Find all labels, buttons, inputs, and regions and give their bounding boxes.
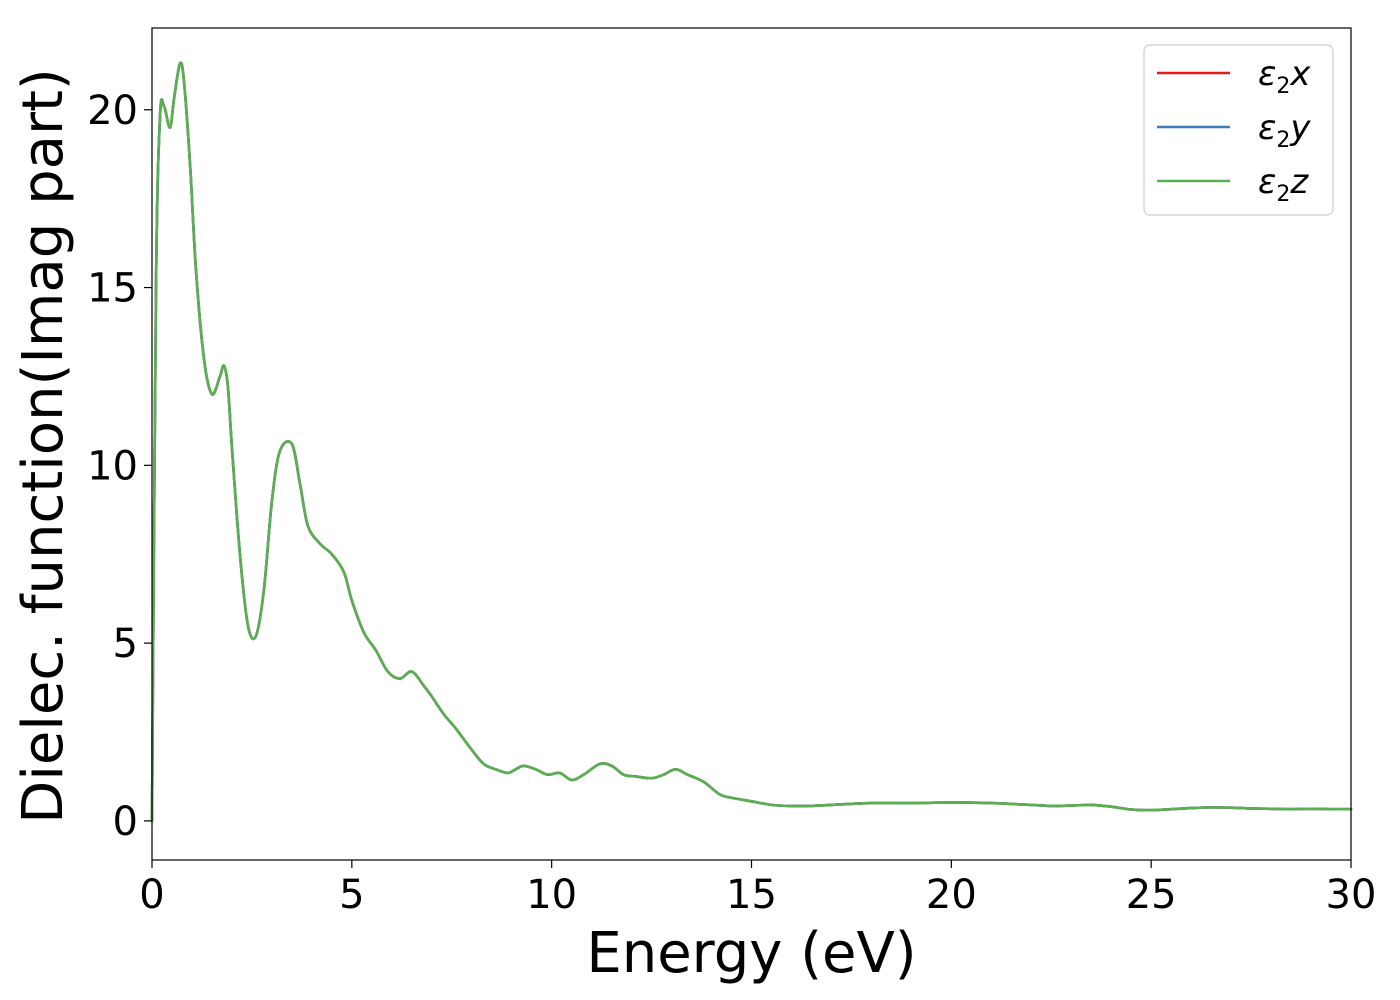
legend-box (1143, 44, 1334, 216)
legend-label-base: ε (1258, 162, 1276, 202)
y-tick-label: 5 (113, 621, 138, 667)
x-axis-label: Energy (eV) (586, 921, 916, 986)
x-tick-label: 5 (339, 872, 364, 918)
x-axis: 0 5 10 15 20 25 30 (139, 860, 1376, 918)
legend-label-subscript: 2 (1276, 74, 1290, 99)
x-tick-label: 10 (526, 872, 577, 918)
y-axis: 0 5 10 15 20 (87, 88, 152, 845)
legend-label-y: ε2y (1258, 108, 1311, 153)
x-tick-label: 0 (139, 872, 164, 918)
y-tick-label: 15 (87, 266, 138, 312)
y-tick-label: 10 (87, 443, 138, 489)
legend-label-variable: x (1289, 54, 1311, 94)
legend-label-subscript: 2 (1276, 128, 1290, 153)
legend-label-base: ε (1258, 54, 1276, 94)
series-line-z (150, 61, 1353, 823)
y-tick-label: 20 (87, 88, 138, 134)
y-axis-label: Dielec. function(Imag part) (11, 68, 76, 824)
x-tick-label: 30 (1326, 872, 1377, 918)
x-tick-label: 15 (726, 872, 777, 918)
y-tick-label: 0 (113, 799, 138, 845)
x-tick-label: 20 (926, 872, 977, 918)
legend-label-subscript: 2 (1276, 182, 1290, 207)
legend-label-variable: z (1289, 162, 1309, 202)
legend-label-variable: y (1289, 108, 1311, 148)
x-tick-label: 25 (1126, 872, 1177, 918)
legend-label-z: ε2z (1258, 162, 1309, 207)
legend-label-x: ε2x (1258, 54, 1311, 99)
legend-label-base: ε (1258, 108, 1276, 148)
series-layer (150, 61, 1353, 823)
